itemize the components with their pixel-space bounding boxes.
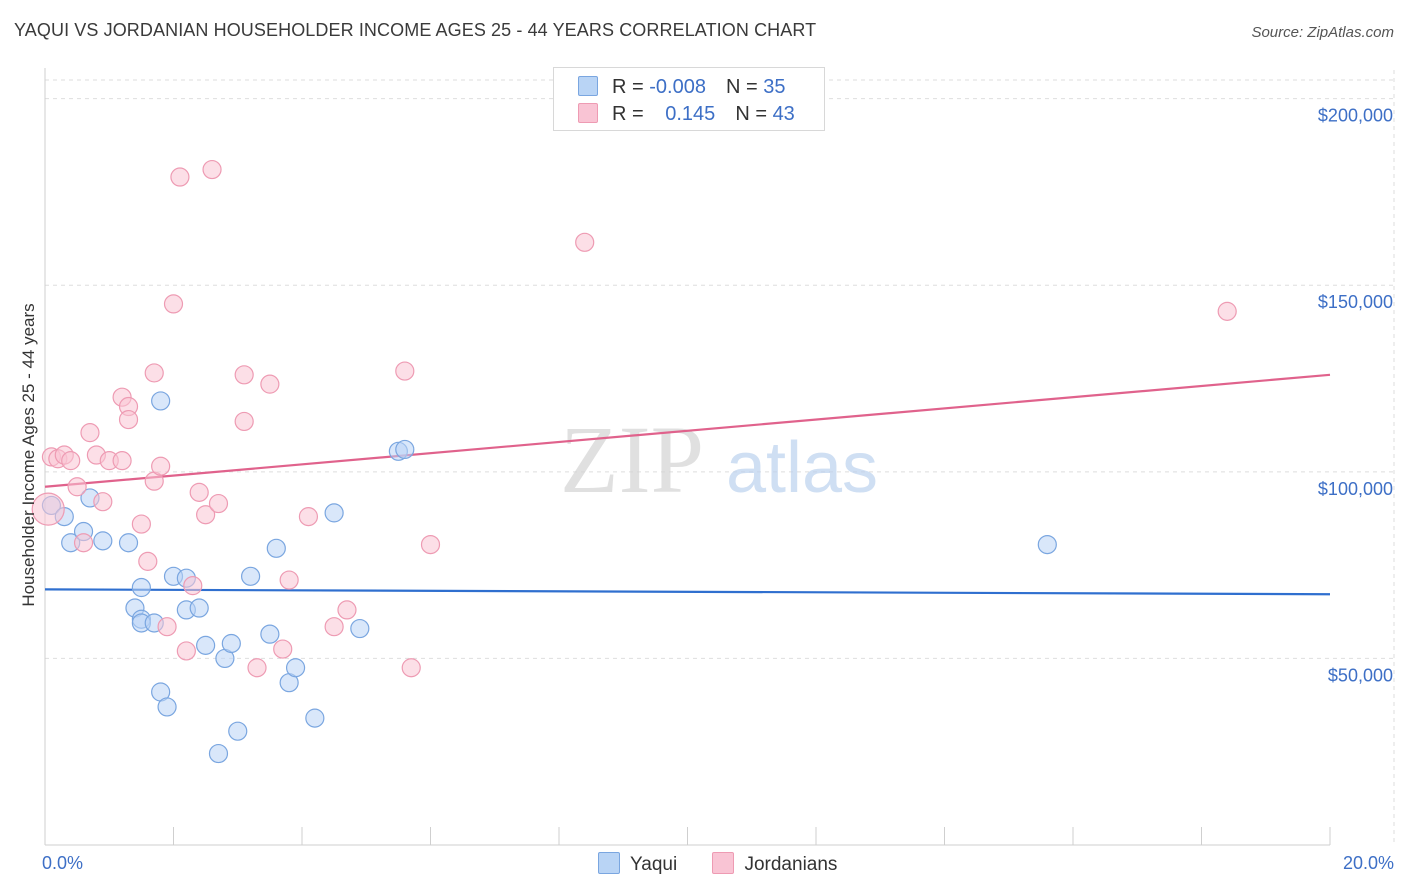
yaqui-point xyxy=(395,439,415,460)
jordanians-point xyxy=(131,514,151,534)
yaqui-point xyxy=(241,566,261,586)
n-value: 43 xyxy=(772,103,795,125)
jordanians-point xyxy=(31,492,65,526)
jordanians-point xyxy=(273,639,293,659)
jordanians-point xyxy=(163,294,184,314)
r-value: 0.145 xyxy=(665,103,716,125)
r-label: R = xyxy=(612,76,650,98)
yaqui-point xyxy=(208,743,229,764)
yaqui-point xyxy=(118,533,139,553)
yaqui-point xyxy=(196,635,216,655)
jordanians-point xyxy=(73,533,94,553)
legend-row-yaqui: R = -0.008 N = 35 xyxy=(578,76,785,98)
jordanians-point xyxy=(61,451,81,471)
yaqui-point xyxy=(151,391,171,411)
jordanians-point xyxy=(151,456,171,476)
stats-legend: R = -0.008 N = 35 R = 0.145 N = 43 xyxy=(553,67,825,131)
yaqui-point xyxy=(324,503,344,523)
x-tick-label-max: 20.0% xyxy=(1343,853,1394,873)
n-label: N = xyxy=(735,103,773,125)
yaqui-point xyxy=(266,538,286,558)
jordanians-point xyxy=(337,600,357,620)
yaqui-point xyxy=(285,658,306,678)
yaqui-point xyxy=(228,721,248,741)
yaqui-point xyxy=(350,618,370,639)
jordanians-point xyxy=(170,167,190,187)
watermark-atlas: atlas xyxy=(726,428,878,508)
jordanians-swatch xyxy=(578,103,598,123)
n-value: 35 xyxy=(763,76,786,98)
y-tick-label: $200,000 xyxy=(1318,106,1393,126)
y-axis-label: Householder Income Ages 25 - 44 years xyxy=(19,303,38,606)
jordanians-point xyxy=(80,423,100,443)
source-label: Source: ZipAtlas.com xyxy=(1251,24,1394,41)
yaqui-point xyxy=(93,531,113,551)
yaqui-point xyxy=(1037,534,1057,555)
yaqui-point xyxy=(131,577,151,598)
r-label: R = xyxy=(612,103,650,125)
data-points xyxy=(31,159,1237,764)
x-tick-label-min: 0.0% xyxy=(42,853,83,873)
jordanians-point xyxy=(183,576,203,596)
jordanians-point xyxy=(298,507,319,527)
jordanians-trend-line xyxy=(44,373,1331,488)
jordanians-point xyxy=(247,658,267,678)
jordanians-point xyxy=(324,617,344,637)
jordanians-point xyxy=(234,365,254,385)
jordanians-point xyxy=(138,551,158,571)
watermark: ZIP atlas xyxy=(560,406,878,513)
yaqui-point xyxy=(221,633,241,654)
legend-label: Yaqui xyxy=(630,854,678,875)
yaqui-point xyxy=(305,708,325,728)
r-value: -0.008 xyxy=(649,76,706,98)
yaqui-point xyxy=(157,697,177,717)
y-tick-label: $150,000 xyxy=(1318,292,1393,312)
jordanians-point xyxy=(189,482,209,502)
watermark-zip: ZIP xyxy=(560,406,704,513)
yaqui-point xyxy=(260,624,280,644)
jordanians-point xyxy=(1217,301,1237,321)
jordanians-point xyxy=(93,492,113,512)
jordanians-point xyxy=(112,451,132,471)
yaqui-point xyxy=(189,598,209,618)
legend-row-jordanians: R = 0.145 N = 43 xyxy=(578,103,795,125)
legend-item-jordanians[interactable]: Jordanians xyxy=(712,852,837,876)
y-tick-label: $100,000 xyxy=(1318,479,1393,499)
jordanians-point xyxy=(176,641,196,661)
trend-lines xyxy=(44,373,1331,596)
jordanians-point xyxy=(260,374,280,394)
axes: $50,000 $100,000 $150,000 $200,000 xyxy=(44,68,1393,846)
jordanians-point xyxy=(118,409,139,430)
gridlines xyxy=(45,70,1395,845)
jordanians-point xyxy=(144,363,164,383)
yaqui-swatch xyxy=(598,852,620,874)
jordanians-point xyxy=(67,477,87,497)
jordanians-point xyxy=(420,534,441,555)
jordanians-point xyxy=(196,505,216,525)
legend-item-yaqui[interactable]: Yaqui xyxy=(598,852,677,876)
y-tick-label: $50,000 xyxy=(1328,665,1393,685)
jordanians-swatch xyxy=(712,852,735,874)
jordanians-point xyxy=(395,361,415,381)
jordanians-point xyxy=(401,658,421,678)
jordanians-point xyxy=(279,570,299,590)
n-label: N = xyxy=(725,76,764,98)
yaqui-trend-line xyxy=(44,588,1331,596)
jordanians-point xyxy=(202,159,222,180)
legend-label: Jordanians xyxy=(744,854,838,875)
yaqui-swatch xyxy=(578,76,598,96)
jordanians-point xyxy=(208,493,229,514)
series-legend: Yaqui Jordanians xyxy=(598,852,867,876)
jordanians-point xyxy=(575,232,595,252)
chart-title: YAQUI VS JORDANIAN HOUSEHOLDER INCOME AG… xyxy=(14,20,817,40)
jordanians-point xyxy=(157,617,177,637)
jordanians-point xyxy=(234,411,254,432)
